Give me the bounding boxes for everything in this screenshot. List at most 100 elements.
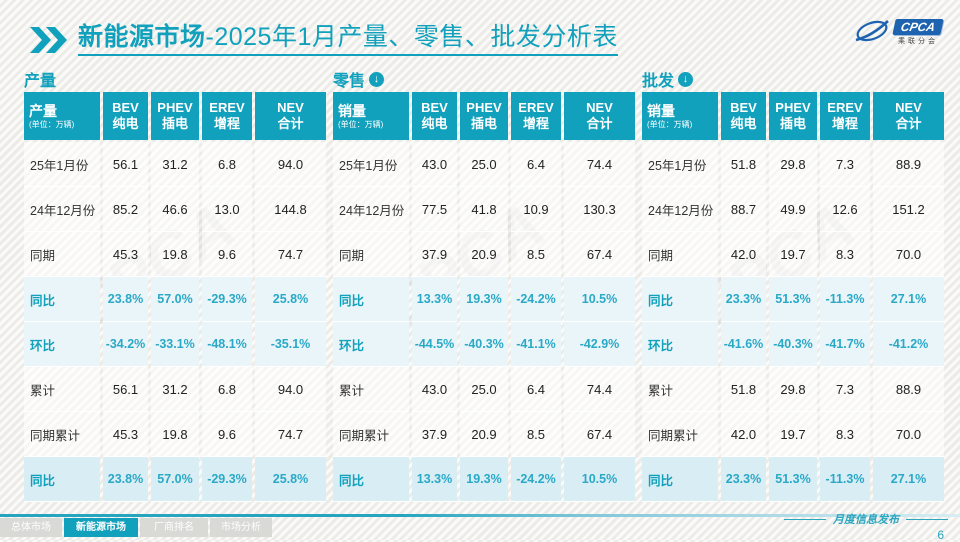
value-cell: 77.5 bbox=[412, 187, 457, 232]
table-header-row: 产量 (单位：万辆) BEV 纯电 PHEV 插电 EREV 增程 NEV 合计 bbox=[24, 92, 326, 140]
section-title: 零售 bbox=[333, 73, 366, 90]
double-chevron-icon bbox=[30, 27, 68, 53]
value-cell: -24.2% bbox=[511, 457, 561, 502]
row-label: 累计 bbox=[642, 367, 718, 412]
table-retail: 零售 ↓ 销量 (单位：万辆) BEV 纯电 PHEV 插电 EREV 增程 NEV 合计 25年1月份… bbox=[333, 66, 635, 502]
row-label: 同期 bbox=[642, 232, 718, 277]
value-cell: 19.3% bbox=[460, 457, 508, 502]
tables-area: 产量 产量 (单位：万辆) BEV 纯电 PHEV 插电 EREV 增程 NEV 合计 25年1月份 5… bbox=[24, 66, 944, 502]
row-label: 累计 bbox=[24, 367, 100, 412]
column-header-en: BEV bbox=[112, 100, 139, 116]
table-row: 同期 45.3 19.8 9.6 74.7 bbox=[24, 232, 326, 277]
value-cell: 10.5% bbox=[564, 277, 635, 322]
monthly-info-text: 月度信息发布 bbox=[833, 513, 899, 526]
value-cell: 27.1% bbox=[873, 457, 944, 502]
table-row: 同比 23.3% 51.3% -11.3% 27.1% bbox=[642, 457, 944, 502]
column-header: NEV 合计 bbox=[255, 92, 326, 140]
row-label: 25年1月份 bbox=[642, 142, 718, 187]
value-cell: 6.4 bbox=[511, 142, 561, 187]
corner-label: 销量 bbox=[338, 102, 366, 119]
table-row: 24年12月份 88.7 49.9 12.6 151.2 bbox=[642, 187, 944, 232]
footer-nav-tabs: 总体市场 新能源市场 厂商排名 市场分析 bbox=[0, 518, 272, 537]
value-cell: 88.7 bbox=[721, 187, 766, 232]
row-label: 环比 bbox=[333, 322, 409, 367]
value-cell: 7.3 bbox=[820, 367, 870, 412]
divider-line bbox=[784, 518, 826, 520]
table-row: 累计 56.1 31.2 6.8 94.0 bbox=[24, 367, 326, 412]
table-row: 25年1月份 43.0 25.0 6.4 74.4 bbox=[333, 142, 635, 187]
value-cell: 23.8% bbox=[103, 277, 148, 322]
value-cell: -35.1% bbox=[255, 322, 326, 367]
row-label: 同期累计 bbox=[333, 412, 409, 457]
page-number: 6 bbox=[937, 528, 944, 542]
value-cell: 6.4 bbox=[511, 367, 561, 412]
table-row: 同比 13.3% 19.3% -24.2% 10.5% bbox=[333, 277, 635, 322]
value-cell: -34.2% bbox=[103, 322, 148, 367]
value-cell: -44.5% bbox=[412, 322, 457, 367]
value-cell: 19.8 bbox=[151, 412, 199, 457]
column-header: EREV 增程 bbox=[820, 92, 870, 140]
table-row: 25年1月份 51.8 29.8 7.3 88.9 bbox=[642, 142, 944, 187]
table-row: 同期 37.9 20.9 8.5 67.4 bbox=[333, 232, 635, 277]
column-header: EREV 增程 bbox=[511, 92, 561, 140]
table-row: 环比 -44.5% -40.3% -41.1% -42.9% bbox=[333, 322, 635, 367]
row-label: 25年1月份 bbox=[24, 142, 100, 187]
value-cell: 10.5% bbox=[564, 457, 635, 502]
table-production: 产量 产量 (单位：万辆) BEV 纯电 PHEV 插电 EREV 增程 NEV 合计 25年1月份 5… bbox=[24, 66, 326, 502]
column-header-cn: 合计 bbox=[895, 116, 922, 131]
value-cell: 56.1 bbox=[103, 142, 148, 187]
value-cell: 25.0 bbox=[460, 142, 508, 187]
value-cell: 27.1% bbox=[873, 277, 944, 322]
value-cell: 31.2 bbox=[151, 142, 199, 187]
column-header-en: NEV bbox=[277, 100, 304, 116]
column-header-en: EREV bbox=[209, 100, 245, 116]
footer-tab-厂商排名[interactable]: 厂商排名 bbox=[140, 518, 208, 537]
column-header-en: NEV bbox=[895, 100, 922, 116]
value-cell: 19.8 bbox=[151, 232, 199, 277]
value-cell: 19.7 bbox=[769, 232, 817, 277]
column-header-en: NEV bbox=[586, 100, 613, 116]
column-header-en: BEV bbox=[421, 100, 448, 116]
value-cell: 67.4 bbox=[564, 232, 635, 277]
value-cell: -29.3% bbox=[202, 277, 252, 322]
section-label-wholesale: 批发 ↓ bbox=[642, 66, 944, 92]
value-cell: 70.0 bbox=[873, 232, 944, 277]
value-cell: 8.5 bbox=[511, 232, 561, 277]
value-cell: 74.7 bbox=[255, 232, 326, 277]
column-header-cn: 增程 bbox=[522, 116, 549, 131]
value-cell: 51.3% bbox=[769, 277, 817, 322]
value-cell: -41.1% bbox=[511, 322, 561, 367]
value-cell: 23.3% bbox=[721, 277, 766, 322]
footer-tab-市场分析[interactable]: 市场分析 bbox=[210, 518, 272, 537]
value-cell: 74.4 bbox=[564, 367, 635, 412]
footer-tab-总体市场[interactable]: 总体市场 bbox=[0, 518, 62, 537]
value-cell: 6.8 bbox=[202, 142, 252, 187]
value-cell: 57.0% bbox=[151, 457, 199, 502]
value-cell: 49.9 bbox=[769, 187, 817, 232]
column-header-cn: 纯电 bbox=[730, 116, 757, 131]
corner-unit: (单位：万辆) bbox=[29, 119, 75, 129]
value-cell: 10.9 bbox=[511, 187, 561, 232]
column-header-cn: 纯电 bbox=[421, 116, 448, 131]
column-header-cn: 插电 bbox=[470, 116, 497, 131]
cpca-logo-subtitle: 乘联分会 bbox=[897, 37, 938, 45]
table-row: 同期累计 37.9 20.9 8.5 67.4 bbox=[333, 412, 635, 457]
footer-right: 月度信息发布 6 bbox=[784, 511, 948, 542]
row-label: 同期累计 bbox=[24, 412, 100, 457]
table-row: 同比 23.8% 57.0% -29.3% 25.8% bbox=[24, 457, 326, 502]
value-cell: -42.9% bbox=[564, 322, 635, 367]
row-label: 同期 bbox=[333, 232, 409, 277]
value-cell: 85.2 bbox=[103, 187, 148, 232]
corner-unit: (单位：万辆) bbox=[338, 119, 384, 129]
value-cell: 23.3% bbox=[721, 457, 766, 502]
value-cell: 42.0 bbox=[721, 412, 766, 457]
value-cell: -41.2% bbox=[873, 322, 944, 367]
table-wholesale: 批发 ↓ 销量 (单位：万辆) BEV 纯电 PHEV 插电 EREV 增程 NEV 合计 25年1月份… bbox=[642, 66, 944, 502]
value-cell: 29.8 bbox=[769, 142, 817, 187]
cpca-swoosh-icon bbox=[855, 20, 889, 42]
table-row: 环比 -41.6% -40.3% -41.7% -41.2% bbox=[642, 322, 944, 367]
footer-tab-新能源市场[interactable]: 新能源市场 bbox=[64, 518, 138, 537]
table-header-row: 销量 (单位：万辆) BEV 纯电 PHEV 插电 EREV 增程 NEV 合计 bbox=[642, 92, 944, 140]
value-cell: 9.6 bbox=[202, 232, 252, 277]
row-label: 同期累计 bbox=[642, 412, 718, 457]
